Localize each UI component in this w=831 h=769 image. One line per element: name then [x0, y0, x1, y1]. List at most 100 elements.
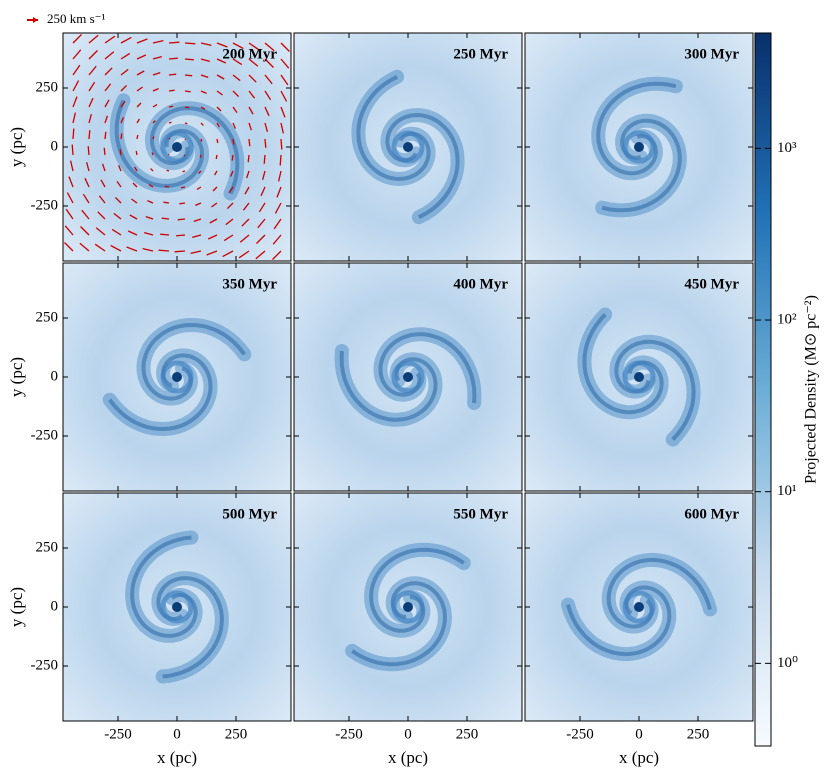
x-tick-label: 0 [635, 726, 643, 742]
velocity-arrow [264, 42, 275, 52]
velocity-arrow [248, 90, 256, 99]
core-ring [622, 590, 656, 624]
velocity-arrow [103, 147, 106, 156]
velocity-arrow [209, 218, 218, 224]
velocity-arrow [136, 38, 148, 44]
y-axis-label: y (pc) [7, 357, 26, 397]
velocity-arrow [216, 58, 227, 64]
panel: 200 Myr [62, 32, 292, 262]
velocity-arrow [193, 218, 202, 223]
velocity-arrow [242, 202, 250, 211]
panel: 350 Myr [62, 262, 292, 492]
velocity-arrow [207, 234, 218, 240]
velocity-arrow [184, 90, 191, 93]
velocity-arrow [276, 186, 282, 198]
velocity-arrow [232, 106, 238, 113]
velocity-arrow [168, 57, 178, 60]
velocity-arrow [212, 186, 218, 192]
velocity-arrow [151, 152, 154, 156]
velocity-arrow [257, 218, 266, 229]
panel-label: 300 Myr [684, 46, 739, 62]
velocity-arrow [216, 138, 219, 144]
velocity-arrow [129, 214, 138, 220]
velocity-arrow [222, 250, 234, 258]
velocity-arrow [184, 58, 194, 61]
velocity-arrow [84, 177, 90, 188]
velocity-arrow [232, 138, 235, 145]
x-tick-label: -250 [104, 726, 132, 742]
velocity-arrow [190, 250, 202, 255]
y-tick-label: 0 [51, 138, 59, 154]
velocity-arrow [248, 138, 251, 147]
velocity-arrow [211, 202, 218, 208]
panel: 400 Myr [293, 262, 523, 492]
velocity-arrow [264, 74, 273, 85]
y-tick-label: 250 [36, 309, 59, 325]
velocity-arrow [248, 58, 259, 67]
velocity-arrow [280, 122, 285, 134]
velocity-arrow [277, 170, 282, 182]
velocity-arrow [126, 246, 138, 252]
velocity-arrow [163, 201, 170, 204]
velocity-arrow [144, 231, 154, 236]
velocity-arrow [200, 90, 207, 94]
core-ring [160, 590, 194, 624]
core [403, 372, 413, 382]
velocity-arrow [152, 120, 156, 124]
velocity-arrow [120, 84, 128, 92]
core-ring [391, 360, 425, 394]
velocity-arrow [168, 41, 180, 44]
velocity-arrow [69, 160, 74, 172]
velocity-arrow [176, 234, 186, 237]
colorbar-tick-label: 10³ [777, 140, 797, 156]
y-tick-label: 0 [51, 368, 59, 384]
panel: 600 Myr [524, 492, 754, 722]
velocity-arrow [263, 154, 266, 164]
velocity-arrow [152, 71, 161, 76]
panel-label: 250 Myr [453, 46, 508, 62]
velocity-arrow [216, 90, 223, 96]
velocity-arrow [81, 209, 90, 220]
core-ring [160, 130, 194, 164]
x-tick-label: -250 [335, 726, 363, 742]
velocity-arrow [182, 170, 186, 173]
velocity-arrow [248, 122, 253, 131]
velocity-arrow [184, 42, 196, 45]
colorbar-tick-label: 10⁰ [777, 655, 798, 671]
velocity-arrow [274, 202, 282, 214]
colorbar-tick-label: 10¹ [777, 483, 797, 499]
x-axis-label: x (pc) [157, 748, 197, 767]
velocity-arrow [248, 42, 260, 51]
velocity-arrow [168, 137, 171, 140]
x-tick-label: 250 [456, 726, 479, 742]
velocity-arrow [114, 196, 122, 204]
velocity-arrow [168, 105, 174, 108]
velocity-arrow [216, 122, 220, 128]
velocity-arrow [94, 243, 106, 252]
velocity-arrow [223, 234, 234, 242]
velocity-arrow [85, 162, 90, 172]
velocity-arrow [200, 106, 206, 110]
panel-label: 350 Myr [222, 276, 277, 292]
velocity-arrow [264, 122, 269, 132]
velocity-arrow [88, 50, 98, 60]
velocity-arrow [256, 234, 266, 244]
velocity-arrow [200, 74, 209, 79]
velocity-arrow [273, 218, 282, 230]
velocity-arrow [168, 121, 172, 124]
panel-label: 600 Myr [684, 506, 739, 522]
panel: 500 Myr [62, 492, 292, 722]
legend: 250 km s⁻¹ [27, 11, 106, 26]
velocity-arrow [174, 250, 186, 253]
x-tick-label: -250 [566, 726, 594, 742]
velocity-arrow [184, 74, 193, 77]
velocity-arrow [120, 52, 131, 60]
velocity-arrow [280, 138, 283, 150]
core-ring [391, 130, 425, 164]
core [172, 142, 182, 152]
velocity-arrow [88, 130, 91, 140]
velocity-arrow [248, 106, 254, 115]
velocity-arrow [166, 169, 170, 172]
velocity-arrow [142, 247, 154, 252]
core-ring [391, 590, 425, 624]
